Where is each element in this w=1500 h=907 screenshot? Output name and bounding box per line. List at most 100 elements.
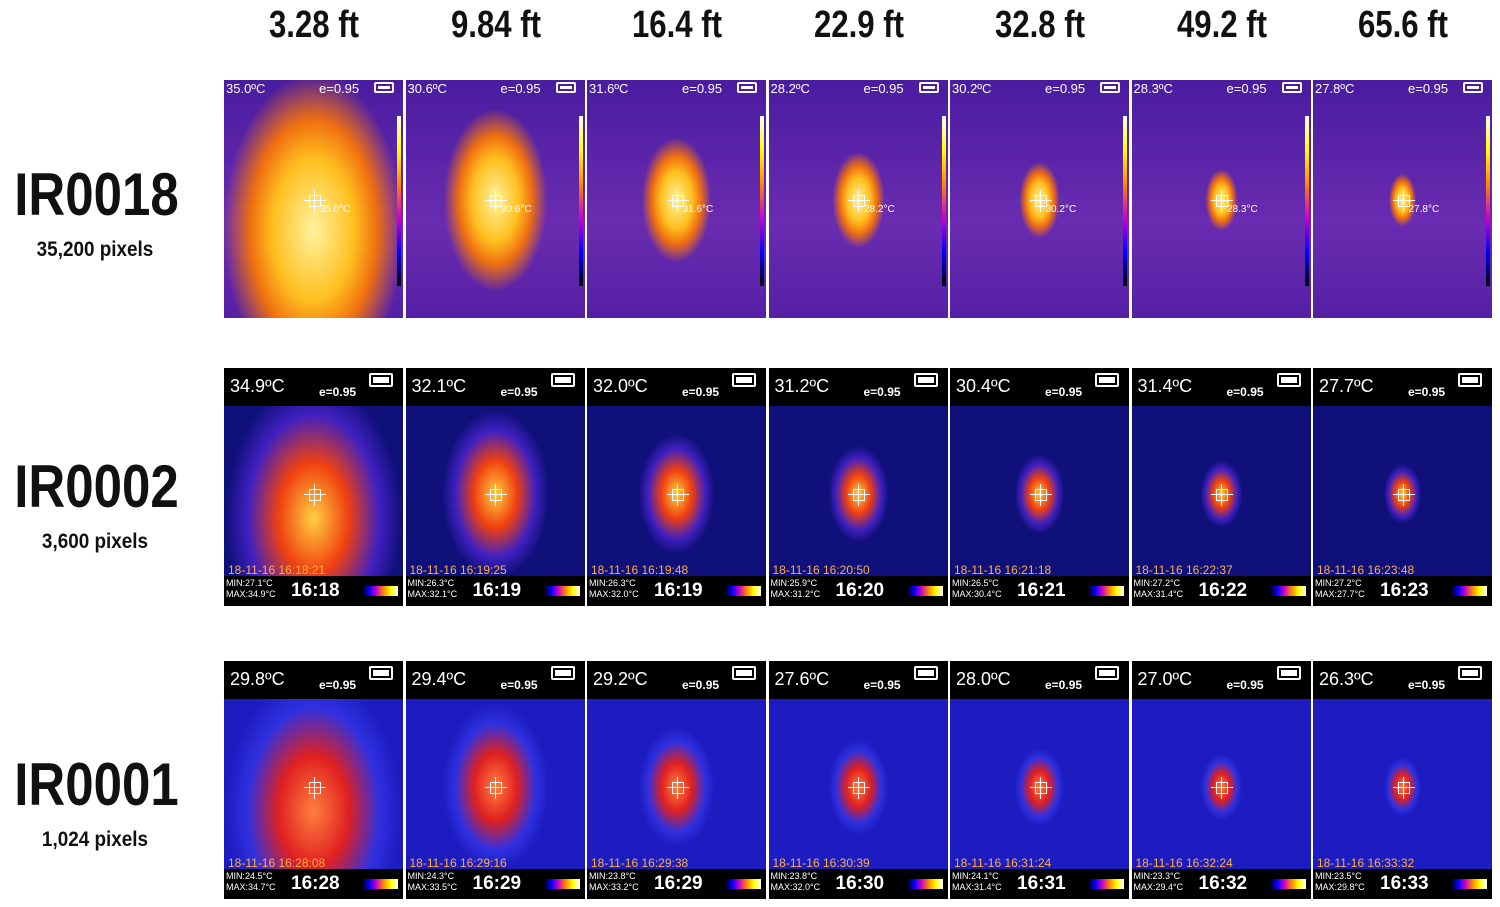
temperature: 27.8ºC (1315, 81, 1355, 96)
color-scale (1451, 879, 1487, 889)
crosshair (1392, 190, 1415, 212)
temperature: 29.2ºC (593, 669, 648, 689)
max-temp: MAX:29.8°C (1315, 882, 1365, 892)
battery (1100, 82, 1120, 93)
thermal-image: 31.6ºC e=0.95 31.6°C (587, 80, 766, 318)
clock: 16:20 (835, 580, 885, 601)
min-temp: MIN:23.8°C (589, 871, 636, 881)
crosshair (848, 777, 870, 799)
clock: 16:21 (1017, 580, 1066, 601)
max-temp: MAX:32.0°C (589, 589, 639, 599)
max-temp: MAX:31.4°C (1133, 589, 1184, 599)
thermal-image: 35.0ºC e=0.95 35.0°C (224, 80, 403, 318)
color-scale (1486, 116, 1490, 286)
crosshair (1029, 777, 1052, 799)
spot-temp: 30.2°C (1045, 204, 1077, 215)
min-temp: MIN:27.2°C (1133, 578, 1181, 588)
emissivity: e=0.95 (500, 678, 538, 692)
distance-label: 9.84 ft (450, 4, 541, 46)
spot-temp: 27.8°C (1408, 204, 1440, 215)
clock: 16:19 (654, 580, 703, 601)
color-scale (543, 879, 580, 889)
emissivity: e=0.95 (1226, 81, 1267, 96)
max-temp: MAX:32.0°C (770, 882, 821, 892)
model-name: IR0002 (14, 453, 179, 520)
color-scale (906, 879, 943, 889)
timestamp: 18-11-16 16:32:24 (1135, 856, 1233, 870)
battery (918, 82, 939, 93)
temperature: 32.0ºC (593, 376, 648, 396)
max-temp: MAX:31.4°C (952, 882, 1002, 892)
battery (1458, 373, 1482, 387)
temperature: 28.2ºC (770, 81, 810, 96)
max-temp: MAX:31.2°C (770, 589, 821, 599)
temperature: 34.9ºC (230, 376, 285, 396)
min-temp: MIN:27.2°C (1315, 578, 1362, 588)
thermal-image: 27.7ºC e=0.95 18-11-16 16:23:48 MIN:27.2°C M… (1313, 368, 1492, 606)
min-temp: MIN:23.8°C (770, 871, 818, 881)
spot-temp: 30.6°C (501, 204, 532, 215)
color-scale (1451, 586, 1487, 596)
temperature: 31.2ºC (774, 376, 830, 396)
emissivity: e=0.95 (319, 385, 357, 399)
timestamp: 18-11-16 16:29:38 (591, 856, 689, 870)
thermal-image: 27.0ºC e=0.95 18-11-16 16:32:24 MIN:23.3°C M… (1131, 661, 1311, 899)
crosshair (485, 777, 507, 799)
emissivity: e=0.95 (1226, 385, 1264, 399)
clock: 16:29 (472, 873, 522, 894)
timestamp: 18-11-16 16:21:18 (954, 563, 1052, 577)
color-scale (362, 586, 398, 596)
thermal-image: 28.3ºC e=0.95 28.3°C (1131, 80, 1311, 318)
thermal-image: 27.8ºC e=0.95 27.8°C (1313, 80, 1492, 318)
thermal-image: 30.4ºC e=0.95 18-11-16 16:21:18 MIN:26.5°C M… (950, 368, 1129, 606)
battery (1463, 82, 1483, 93)
battery (1276, 666, 1301, 680)
thermal-image: 32.1ºC e=0.95 18-11-16 16:19:25 MIN:26.3°C M… (405, 368, 585, 606)
timestamp: 18-11-16 16:23:48 (1317, 563, 1415, 577)
spot-temp: 28.2°C (864, 204, 895, 215)
clock: 16:33 (1380, 873, 1429, 894)
temperature: 29.8ºC (230, 669, 285, 689)
min-temp: MIN:25.9°C (770, 578, 818, 588)
battery (732, 666, 756, 680)
thermal-image: 28.2ºC e=0.95 28.2°C (768, 80, 948, 318)
pixel-count: 1,024 pixels (41, 828, 149, 851)
emissivity: e=0.95 (319, 81, 360, 96)
crosshair (848, 484, 870, 506)
temperature: 35.0ºC (226, 81, 266, 96)
emissivity: e=0.95 (1045, 81, 1086, 96)
color-scale (1123, 116, 1127, 286)
timestamp: 18-11-16 16:33:32 (1317, 856, 1415, 870)
battery (369, 373, 393, 387)
battery (555, 82, 576, 93)
battery (1095, 666, 1119, 680)
emissivity: e=0.95 (1226, 678, 1264, 692)
max-temp: MAX:33.5°C (407, 882, 458, 892)
thermal-image: 29.8ºC e=0.95 18-11-16 16:28:08 MIN:24.5°C M… (224, 661, 403, 899)
clock: 16:29 (654, 873, 703, 894)
crosshair (1211, 190, 1233, 212)
temperature: 28.0ºC (956, 669, 1011, 689)
emissivity: e=0.95 (1045, 678, 1083, 692)
crosshair (1392, 484, 1415, 506)
min-temp: MIN:26.3°C (589, 578, 636, 588)
battery (732, 373, 756, 387)
spot-temp: 35.0°C (319, 204, 351, 215)
thermal-image: 31.2ºC e=0.95 18-11-16 16:20:50 MIN:25.9°C M… (768, 368, 948, 606)
clock: 16:32 (1198, 873, 1248, 894)
emissivity: e=0.95 (1408, 385, 1446, 399)
max-temp: MAX:33.2°C (589, 882, 639, 892)
thermal-image: 30.6ºC e=0.95 30.6°C (405, 80, 585, 318)
temperature: 31.4ºC (1137, 376, 1193, 396)
emissivity: e=0.95 (863, 81, 904, 96)
crosshair (1029, 190, 1052, 212)
max-temp: MAX:29.4°C (1133, 882, 1184, 892)
battery (1095, 373, 1119, 387)
emissivity: e=0.95 (682, 385, 720, 399)
temperature: 30.6ºC (407, 81, 447, 96)
thermal-image: 29.2ºC e=0.95 18-11-16 16:29:38 MIN:23.8°C M… (587, 661, 766, 899)
min-temp: MIN:23.5°C (1315, 871, 1362, 881)
emissivity: e=0.95 (500, 385, 538, 399)
min-temp: MIN:24.3°C (407, 871, 455, 881)
